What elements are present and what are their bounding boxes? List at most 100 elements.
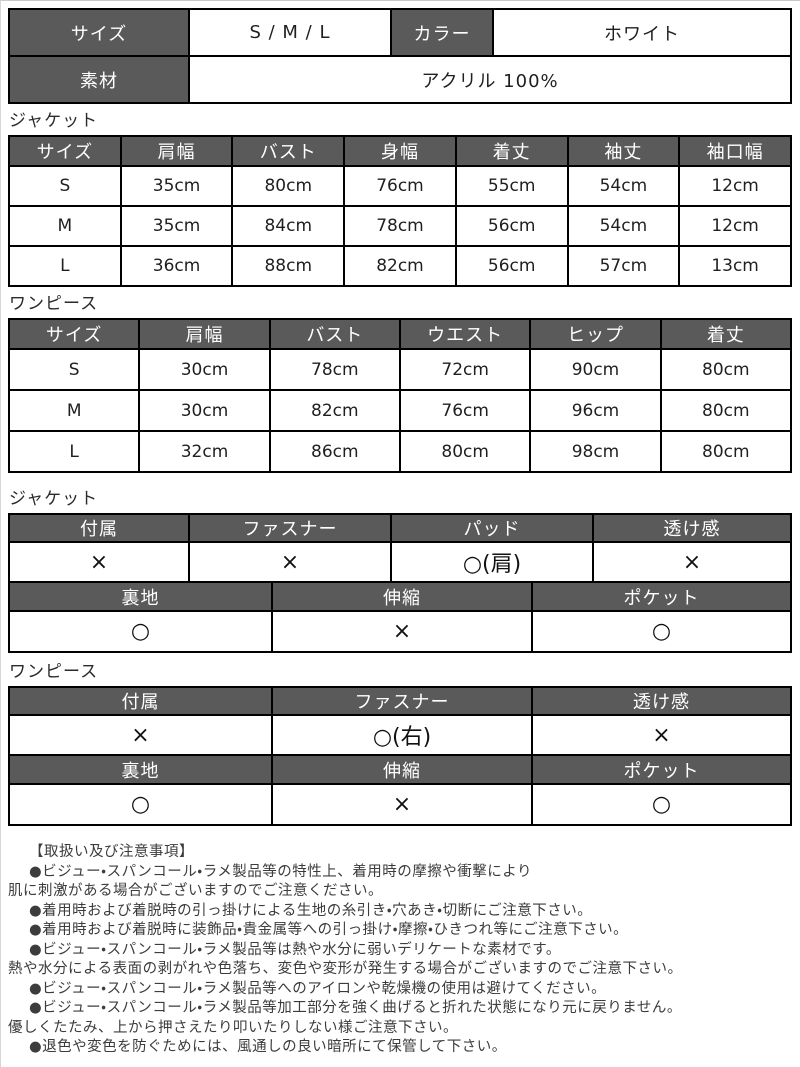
- table-row: M 30cm 82cm 76cm 96cm 80cm: [7, 389, 793, 432]
- note-line: ●着用時および着脱時の引っ掛けによる生地の糸引き・穴あき・切断にご注意下さい。: [29, 902, 593, 919]
- onepiece-size-table: サイズ 肩幅 バスト ウエスト ヒップ 着丈 S 30cm 78cm 72cm 90cm 80cm M…: [7, 318, 793, 473]
- feature-header: 透け感: [531, 686, 792, 716]
- measurement-cell: 76cm: [343, 165, 457, 207]
- onepiece-features-section-label: ワンピース: [9, 662, 99, 682]
- feature-value-row: × × ○(肩) ×: [8, 541, 792, 583]
- jacket-features-section-label: ジャケット: [9, 489, 99, 509]
- measurement-cell: 82cm: [268, 389, 401, 432]
- measurement-cell: 12cm: [678, 205, 792, 247]
- measurement-cell: 78cm: [343, 205, 457, 247]
- jacket-size-table: サイズ 肩幅 バスト 身幅 着丈 袖丈 袖口幅 S 35cm 80cm 76cm 55cm 54cm 1…: [8, 135, 792, 287]
- feature-value: ×: [8, 714, 273, 756]
- feature-header: ファスナー: [271, 686, 533, 716]
- feature-header: 伸縮: [271, 754, 533, 785]
- measurement-cell: S: [7, 348, 141, 391]
- measurement-cell: M: [8, 205, 122, 247]
- material-label: 素材: [8, 55, 190, 104]
- notes-title: 【取扱い及び注意事項】: [29, 844, 194, 860]
- column-header: 袖丈: [566, 135, 681, 167]
- column-header: 着丈: [454, 135, 569, 167]
- measurement-cell: S: [8, 165, 122, 207]
- measurement-cell: 78cm: [268, 348, 401, 391]
- measurement-cell: 30cm: [138, 348, 271, 391]
- column-header: サイズ: [7, 318, 141, 350]
- feature-value: ×: [271, 610, 533, 653]
- column-header: ヒップ: [529, 318, 662, 350]
- feature-value: ×: [592, 541, 792, 583]
- measurement-cell: 35cm: [119, 165, 234, 207]
- measurement-cell: L: [8, 245, 122, 287]
- note-line: 優しくたたみ、上から押さえたり叩いたりしない様ご注意下さい。: [8, 1019, 458, 1036]
- measurement-cell: 98cm: [529, 430, 662, 473]
- column-header: 肩幅: [138, 318, 271, 350]
- handling-notes: 【取扱い及び注意事項】 ●ビジュー・スパンコール・ラメ製品等の特性上、着用時の摩…: [8, 843, 792, 1058]
- column-header: 着丈: [659, 318, 793, 350]
- note-line: 熱や水分による表面の剥がれや色落ち、変色や変形が発生する場合がございますのでご注…: [8, 961, 683, 977]
- feature-header-row: 裏地 伸縮 ポケット: [8, 581, 792, 612]
- color-label: カラー: [390, 8, 494, 57]
- table-row: M 35cm 84cm 78cm 56cm 54cm 12cm: [8, 205, 792, 247]
- note-line: ●ビジュー・スパンコール・ラメ製品等加工部分を強く曲げると折れた状態になり元に戻…: [29, 1000, 682, 1016]
- measurement-cell: 76cm: [398, 389, 532, 432]
- feature-value: ○: [8, 610, 273, 653]
- header-row: サイズ 肩幅 バスト 身幅 着丈 袖丈 袖口幅: [8, 135, 792, 167]
- measurement-cell: 90cm: [529, 348, 662, 391]
- size-label: サイズ: [8, 8, 190, 57]
- column-header: 袖口幅: [678, 135, 792, 167]
- onepiece-features-table-top: 付属 ファスナー 透け感 × ○(右) ×: [8, 686, 792, 756]
- feature-value-row: ○ × ○: [8, 783, 792, 826]
- feature-header: 付属: [8, 513, 190, 543]
- feature-header: ポケット: [531, 754, 792, 785]
- measurement-cell: 35cm: [119, 205, 234, 247]
- header-row: サイズ 肩幅 バスト ウエスト ヒップ 着丈: [7, 318, 793, 350]
- spec-row-size-color: サイズ S / M / L カラー ホワイト: [8, 8, 792, 57]
- feature-value: ○: [531, 610, 792, 653]
- table-row: S 30cm 78cm 72cm 90cm 80cm: [7, 348, 793, 391]
- feature-header-row: 裏地 伸縮 ポケット: [8, 754, 792, 785]
- note-line: ●ビジュー・スパンコール・ラメ製品等の特性上、着用時の摩擦や衝撃により: [29, 863, 532, 880]
- note-line: 肌に刺激がある場合がございますのでご注意ください。: [8, 883, 383, 899]
- column-header: バスト: [268, 318, 401, 350]
- feature-value: ○: [8, 783, 273, 826]
- measurement-cell: 32cm: [138, 430, 271, 473]
- column-header: ウエスト: [398, 318, 532, 350]
- feature-value: ×: [188, 541, 392, 583]
- column-header: 肩幅: [119, 135, 234, 167]
- size-value: S / M / L: [188, 8, 392, 57]
- measurement-cell: 96cm: [529, 389, 662, 432]
- feature-value-row: ○ × ○: [8, 610, 792, 653]
- feature-value: ×: [8, 541, 190, 583]
- table-row: S 35cm 80cm 76cm 55cm 54cm 12cm: [8, 165, 792, 207]
- measurement-cell: 80cm: [659, 430, 793, 473]
- spec-row-material: 素材 アクリル 100%: [8, 55, 792, 104]
- measurement-cell: 55cm: [454, 165, 569, 207]
- measurement-cell: M: [7, 389, 141, 432]
- feature-header: 付属: [8, 686, 273, 716]
- feature-header-row: 付属 ファスナー パッド 透け感: [8, 513, 792, 543]
- measurement-cell: 57cm: [566, 245, 681, 287]
- measurement-cell: 80cm: [398, 430, 532, 473]
- table-row: L 32cm 86cm 80cm 98cm 80cm: [7, 430, 793, 473]
- note-line: ●着用時および着脱時に装飾品・貴金属等への引っ掛け・摩擦・ひきつれ等にご注意下さ…: [29, 922, 629, 938]
- feature-value: ×: [531, 714, 792, 756]
- feature-value: ×: [271, 783, 533, 826]
- spec-table: サイズ S / M / L カラー ホワイト 素材 アクリル 100%: [8, 8, 792, 104]
- feature-header: 透け感: [592, 513, 792, 543]
- measurement-cell: 12cm: [678, 165, 792, 207]
- measurement-cell: 13cm: [678, 245, 792, 287]
- measurement-cell: 30cm: [138, 389, 271, 432]
- measurement-cell: 80cm: [659, 348, 793, 391]
- measurement-cell: 72cm: [398, 348, 532, 391]
- jacket-features-table-top: 付属 ファスナー パッド 透け感 × × ○(肩) ×: [8, 513, 792, 583]
- column-header: 身幅: [343, 135, 457, 167]
- column-header: サイズ: [8, 135, 122, 167]
- feature-header: ファスナー: [188, 513, 392, 543]
- notes-body: ●ビジュー・スパンコール・ラメ製品等の特性上、着用時の摩擦や衝撃により肌に刺激が…: [8, 863, 792, 1058]
- feature-header: 裏地: [8, 581, 273, 612]
- feature-value-row: × ○(右) ×: [8, 714, 792, 756]
- jacket-size-section-label: ジャケット: [9, 111, 99, 131]
- feature-header: ポケット: [531, 581, 792, 612]
- measurement-cell: 54cm: [566, 205, 681, 247]
- measurement-cell: 80cm: [659, 389, 793, 432]
